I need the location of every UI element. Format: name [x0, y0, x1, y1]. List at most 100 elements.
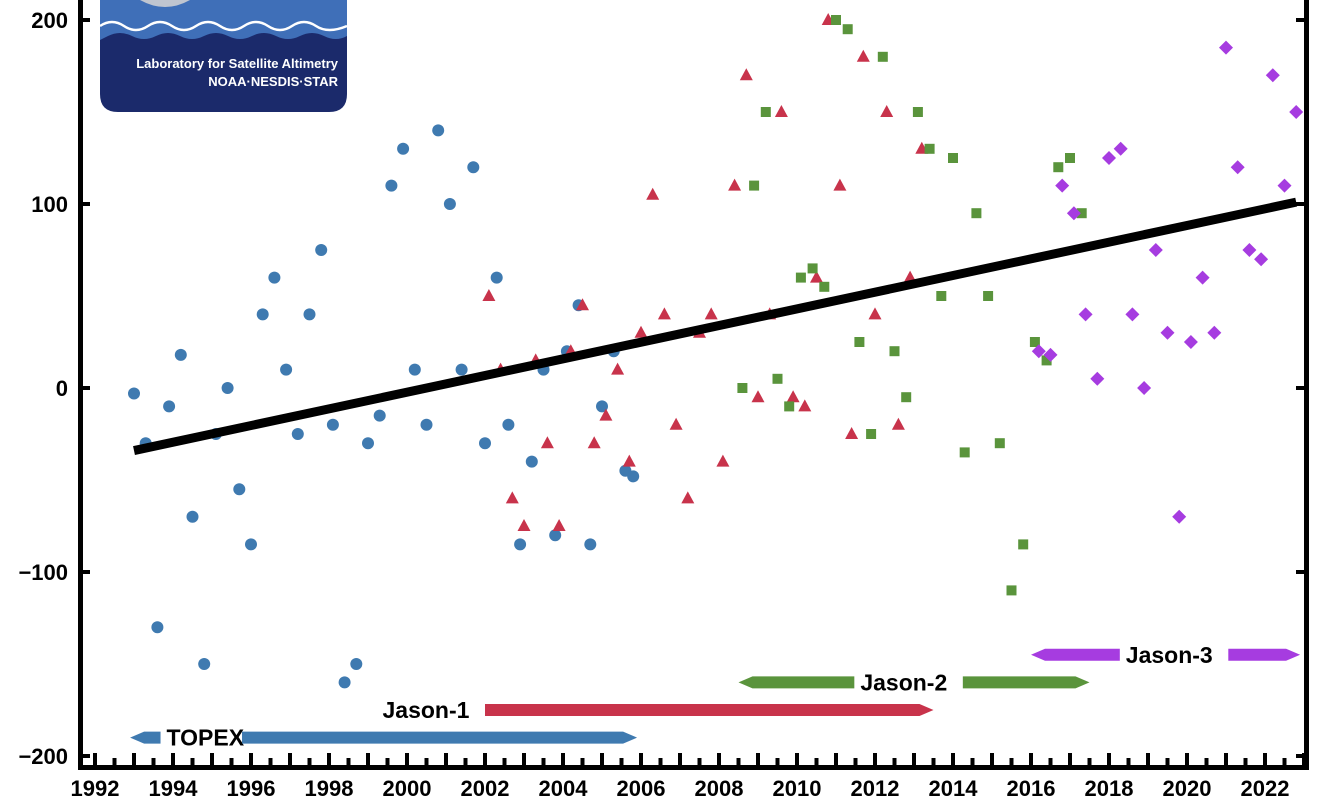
y-tick-label: −100 [18, 560, 68, 585]
jason3-point [1219, 40, 1233, 55]
lsa-logo: Laboratory for Satellite Altimetry NOAA·… [99, 0, 348, 112]
jason2-point [784, 401, 795, 412]
jason2-point [971, 208, 982, 219]
left-axis [78, 0, 83, 770]
topex-point [408, 363, 421, 376]
y-tick-label: 200 [31, 8, 68, 33]
jason3-point [1230, 160, 1245, 175]
jason2-point [1006, 585, 1017, 596]
x-tick [873, 753, 877, 765]
jason2-point [842, 24, 853, 35]
topex-point [291, 428, 304, 440]
x-tick [814, 758, 819, 765]
jason2-point [760, 107, 771, 117]
jason3-point [1289, 105, 1304, 119]
mission-span-jason2: Jason-2 [738, 669, 1090, 695]
x-tick [912, 753, 916, 765]
x-tick [756, 753, 760, 765]
x-tick [112, 758, 117, 765]
jason1-point [774, 105, 788, 117]
x-tick [93, 753, 97, 765]
topex-point [315, 244, 328, 256]
jason1-point [482, 289, 496, 301]
jason3-point [1254, 252, 1269, 267]
x-tick-label: 2006 [617, 776, 666, 801]
topex-point [163, 400, 176, 413]
jason1-point [681, 491, 695, 504]
x-tick-label: 2000 [383, 776, 432, 801]
topex-point [338, 676, 351, 689]
x-tick [1282, 758, 1287, 765]
topex-point [479, 437, 491, 450]
x-tick [1068, 753, 1072, 765]
bottom-axis [78, 765, 1309, 770]
jason3-point [1242, 243, 1257, 257]
jason2-point [1053, 162, 1064, 173]
x-tick-label: 2012 [851, 776, 900, 801]
mission-label: Jason-2 [860, 669, 947, 695]
topex-point [350, 658, 363, 670]
y-tick-right [1296, 386, 1308, 390]
y-tick [78, 570, 90, 574]
y-tick [78, 18, 90, 22]
x-tick [580, 758, 585, 765]
mission-label: Jason-1 [383, 697, 470, 723]
jason1-point [728, 178, 742, 191]
jason2-point [749, 180, 760, 191]
x-tick [1087, 758, 1092, 765]
x-tick [444, 753, 448, 765]
topex-point [385, 179, 398, 192]
jason1-point [587, 436, 601, 449]
x-tick-label: 2008 [695, 776, 744, 801]
y-tick [78, 754, 90, 758]
jason1-point [599, 408, 613, 421]
topex-point [627, 470, 640, 483]
x-tick [775, 758, 780, 765]
topex-point [280, 363, 293, 376]
jason2-point [889, 346, 900, 357]
x-tick [366, 753, 370, 765]
x-tick [229, 758, 234, 765]
jason2-point [1065, 153, 1075, 163]
trend-line [133, 197, 1298, 455]
x-tick [678, 753, 682, 765]
x-tick [522, 753, 526, 765]
y-tick-label: −200 [18, 744, 68, 769]
x-tick [1126, 758, 1131, 765]
jason1-point [611, 362, 625, 375]
topex-point [186, 510, 199, 523]
x-tick-label: 2020 [1163, 776, 1212, 801]
mission-span-jason1: Jason-1 [383, 697, 934, 723]
jason3-point [1055, 178, 1070, 193]
topex-point [151, 621, 164, 634]
x-tick [249, 753, 253, 765]
jason1-point [704, 307, 718, 320]
jason2-point [983, 291, 994, 301]
logo-wave-line [99, 20, 348, 32]
x-tick [619, 758, 624, 765]
jason3-point [1125, 307, 1140, 322]
topex-point [596, 400, 608, 413]
jason2-point [795, 272, 806, 283]
topex-point [432, 124, 445, 137]
jason3-point [1113, 141, 1128, 156]
x-tick [1146, 753, 1150, 765]
x-tick [327, 753, 331, 765]
logo-subtitle: NOAA·NESDIS·STAR [208, 74, 338, 89]
data-marks [128, 13, 1304, 689]
x-tick-label: 2010 [773, 776, 822, 801]
x-tick [853, 758, 858, 765]
topex-point [174, 348, 187, 361]
topex-point [362, 437, 374, 450]
jason2-point [924, 143, 935, 154]
trend-line-group [133, 197, 1298, 455]
x-tick-label: 2002 [461, 776, 510, 801]
jason1-point [576, 298, 589, 311]
y-tick-right [1296, 570, 1308, 574]
topex-point [525, 455, 538, 468]
topex-point [514, 538, 527, 551]
x-tick [561, 753, 565, 765]
jason1-point [880, 105, 894, 117]
jason3-point [1078, 307, 1093, 322]
